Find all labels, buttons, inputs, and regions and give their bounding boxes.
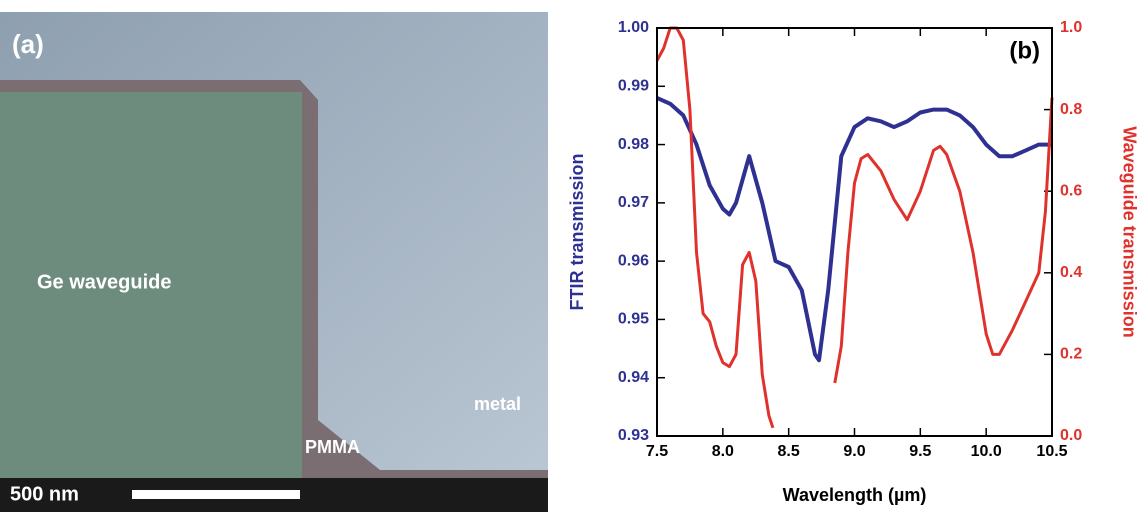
y2-tick-label: 0.2 (1060, 346, 1082, 363)
plot-frame (656, 27, 1053, 437)
y-tick-label: 0.95 (618, 311, 649, 328)
y2-tick-label: 0.4 (1060, 264, 1082, 281)
x-tick-label: 7.5 (646, 443, 668, 460)
y2-tick-label: 1.0 (1060, 19, 1082, 36)
scale-bar (132, 490, 300, 499)
x-tick-label: 9.0 (843, 443, 865, 460)
y-tick-label: 0.93 (618, 427, 649, 444)
y2-tick-label: 0.8 (1060, 101, 1082, 118)
y-axis-title: FTIR transmission (567, 153, 587, 310)
chart: 7.5 8.0 8.5 9.0 9.5 10.0 10.5 0.93 0.94 0.95 0.96 0… (567, 19, 1140, 505)
y2-tick-label: 0.6 (1060, 182, 1082, 199)
sem-image: (a) Ge waveguide PMMA metal 500 nm (0, 12, 548, 512)
y-tick-label: 0.94 (618, 369, 649, 386)
y2-axis-title: Waveguide transmission (1119, 126, 1139, 337)
annotation: (b) (1009, 37, 1040, 64)
series-line (655, 26, 1054, 429)
y-tick-label: 0.98 (618, 136, 649, 153)
x-tick-label: 10.5 (1036, 443, 1067, 460)
scale-bar-label: 500 nm (10, 483, 79, 505)
y-tick-label: 0.97 (618, 194, 649, 211)
series-line (656, 96, 1052, 363)
pmma-label: PMMA (305, 437, 360, 457)
x-tick-label: 10.0 (971, 443, 1002, 460)
y2-tick-label: 0.0 (1060, 427, 1082, 444)
y-tick-label: 1.00 (618, 19, 649, 36)
waveguide-label: Ge waveguide (37, 271, 172, 293)
x-tick-label: 8.0 (712, 443, 734, 460)
x-axis-title: Wavelength (µm) (783, 485, 927, 505)
x-tick-label: 8.5 (778, 443, 800, 460)
waveguide-region (0, 92, 302, 478)
metal-label: metal (474, 394, 521, 414)
panel-label: (a) (12, 29, 44, 59)
y-tick-label: 0.99 (618, 78, 649, 95)
y-tick-label: 0.96 (618, 252, 649, 269)
x-tick-label: 9.5 (909, 443, 931, 460)
